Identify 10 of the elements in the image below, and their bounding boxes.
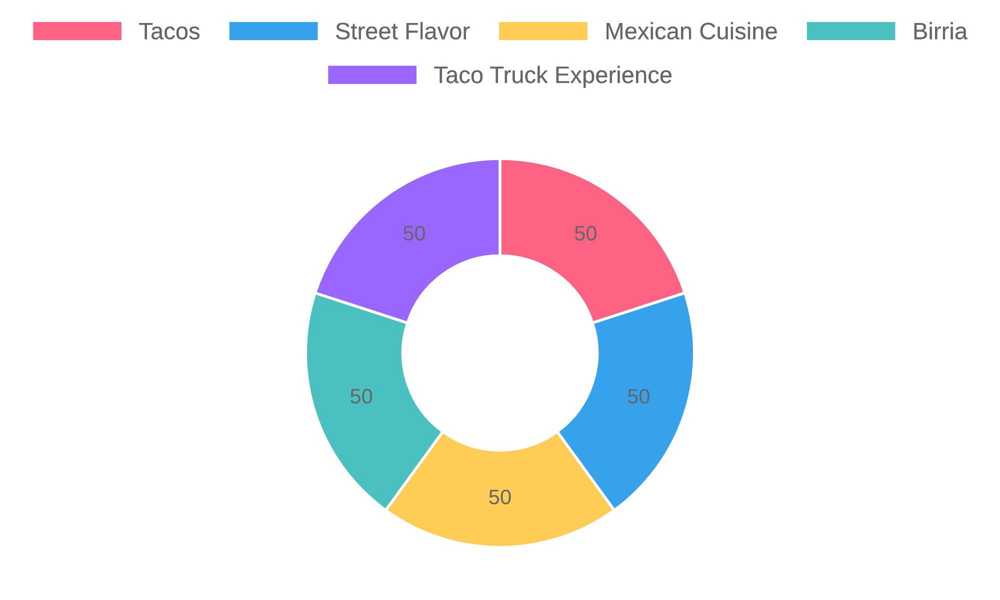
- legend-label: Taco Truck Experience: [434, 66, 672, 88]
- legend-label: Mexican Cuisine: [606, 22, 777, 40]
- legend-label: Street Flavor: [336, 22, 470, 40]
- data-label: 50: [628, 388, 650, 404]
- data-label: 50: [350, 388, 372, 404]
- legend-label: Tacos: [139, 22, 200, 40]
- data-label: 50: [489, 490, 511, 504]
- legend-label: Birria: [914, 22, 968, 40]
- data-label: 50: [404, 226, 426, 241]
- data-label: 50: [574, 226, 596, 241]
